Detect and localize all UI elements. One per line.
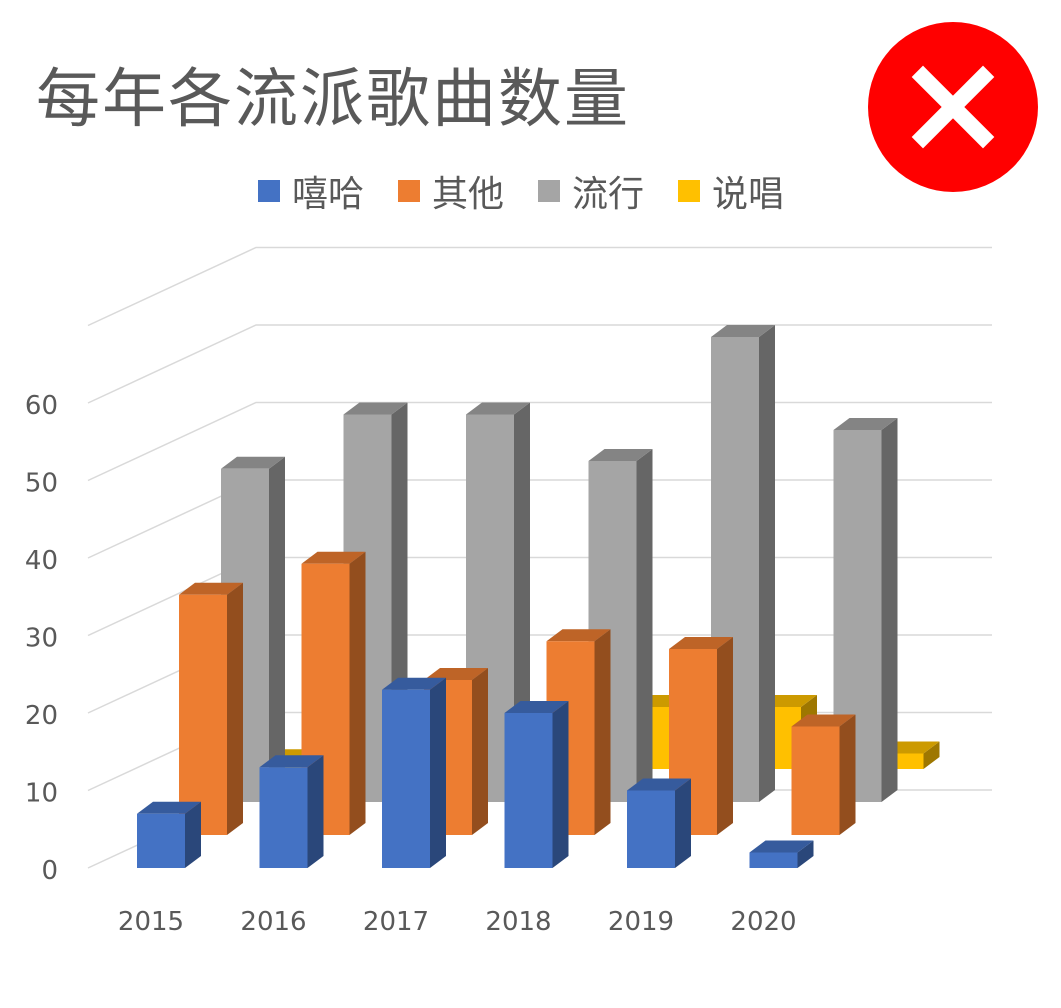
y-tick-label: 40 [25, 546, 58, 576]
bar-top-pop [833, 418, 898, 430]
bar-side-other [349, 551, 366, 835]
bar-side-other [717, 637, 733, 835]
bar-top-hiphop [382, 677, 446, 690]
legend-label-hiphop: 嘻哈 [292, 174, 365, 215]
gridline [87, 324, 992, 404]
bar-top-hiphop [627, 778, 691, 791]
bar-side-other [227, 582, 243, 835]
bar-side-pop [759, 325, 775, 802]
bar-top-pop [711, 325, 775, 337]
x-tick-label: 2016 [240, 907, 306, 937]
x-tick-label: 2018 [485, 907, 551, 937]
bar-side-other [839, 714, 856, 835]
legend: 嘻哈 其他 流行 说唱 [0, 165, 1061, 215]
bar-side-hiphop [307, 755, 324, 868]
y-tick-label: 10 [25, 779, 58, 809]
bar-top-other [669, 637, 733, 649]
legend-label-pop: 流行 [572, 174, 645, 215]
bar-side-hiphop [797, 840, 814, 868]
close-x-icon [911, 65, 995, 149]
bar-top-pop [221, 456, 285, 469]
bar-hiphop-2018 [504, 713, 553, 868]
y-tick-label: 30 [25, 624, 58, 654]
bar-hiphop-2020 [749, 852, 798, 868]
legend-item-rap[interactable]: 说唱 [678, 165, 784, 217]
bar-top-pop [343, 402, 408, 415]
bar-top-hiphop [504, 701, 569, 713]
legend-swatch-pop [538, 180, 560, 202]
y-tick-label: 20 [25, 701, 58, 731]
legend-label-rap: 说唱 [712, 174, 785, 215]
bar-top-hiphop [259, 755, 324, 768]
bar-hiphop-2016 [259, 767, 308, 868]
legend-label-other: 其他 [432, 174, 505, 215]
gridline [87, 246, 992, 327]
bar-top-other [424, 668, 488, 680]
close-button[interactable] [868, 22, 1038, 192]
bar-side-pop [269, 456, 285, 802]
bar-top-other [791, 714, 856, 727]
y-tick-label: 0 [41, 856, 58, 886]
legend-swatch-hiphop [258, 180, 280, 202]
bar-top-hiphop [749, 840, 814, 853]
bar-other-2020 [791, 726, 840, 835]
x-tick-label: 2020 [730, 907, 796, 937]
y-tick-label: 50 [25, 469, 58, 499]
legend-swatch-other [398, 180, 420, 202]
bar-side-other [594, 629, 611, 835]
x-tick-label: 2015 [118, 907, 184, 937]
bar-side-hiphop [185, 801, 201, 868]
bar-side-rap [923, 741, 940, 769]
bar-side-hiphop [675, 778, 691, 868]
bar-top-pop [466, 402, 530, 415]
bar-top-pop [588, 449, 653, 461]
y-tick-label: 60 [25, 391, 58, 421]
legend-swatch-rap [678, 180, 700, 202]
legend-item-pop[interactable]: 流行 [538, 165, 644, 217]
bar-top-other [546, 629, 611, 642]
bar-hiphop-2017 [382, 689, 430, 868]
bar-top-hiphop [137, 801, 201, 814]
x-tick-label: 2017 [363, 907, 429, 937]
bar-side-pop [636, 449, 653, 802]
legend-item-hiphop[interactable]: 嘻哈 [258, 165, 364, 217]
bar-top-other [179, 582, 243, 595]
bar-side-hiphop [552, 701, 569, 868]
bar-top-other [301, 551, 366, 564]
bar-side-hiphop [430, 677, 446, 868]
bar-side-other [472, 668, 488, 835]
bar-other-2015 [179, 594, 227, 835]
x-tick-label: 2019 [608, 907, 674, 937]
bar-side-pop [881, 418, 898, 802]
legend-item-other[interactable]: 其他 [398, 165, 504, 217]
bar-hiphop-2015 [137, 813, 185, 868]
chart-title: 每年各流派歌曲数量 [36, 63, 630, 137]
bar-hiphop-2019 [627, 790, 675, 868]
